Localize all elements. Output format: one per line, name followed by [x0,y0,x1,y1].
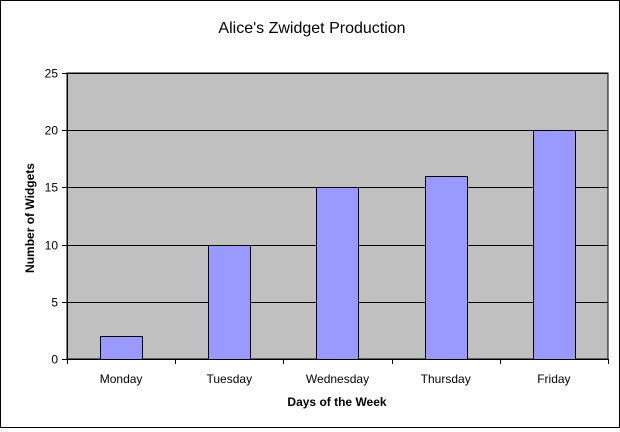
bar-thursday [425,176,468,360]
y-tick-label: 20 [45,124,59,138]
y-tick-label: 10 [45,239,59,253]
bars [100,130,576,360]
bar-tuesday [208,245,251,360]
y-tick-label: 25 [45,67,59,81]
bar-monday [100,336,143,360]
y-axis: 0 5 10 15 20 25 [45,67,68,367]
y-tick-label: 5 [51,296,58,310]
chart-title: Alice's Zwidget Production [218,20,405,37]
x-tick-label: Monday [100,372,143,386]
y-tick-label: 0 [51,353,58,367]
x-tick-label: Wednesday [306,372,369,386]
x-axis-title: Days of the Week [287,395,386,409]
x-tick-label: Thursday [421,372,471,386]
bar-friday [533,130,576,360]
bar-wednesday [316,187,359,360]
x-tick-label: Friday [537,372,570,386]
y-axis-title: Number of Widgets [23,163,37,273]
y-tick-label: 15 [45,181,59,195]
x-tick-label: Tuesday [207,372,253,386]
x-axis: Monday Tuesday Wednesday Thursday Friday [67,359,609,386]
